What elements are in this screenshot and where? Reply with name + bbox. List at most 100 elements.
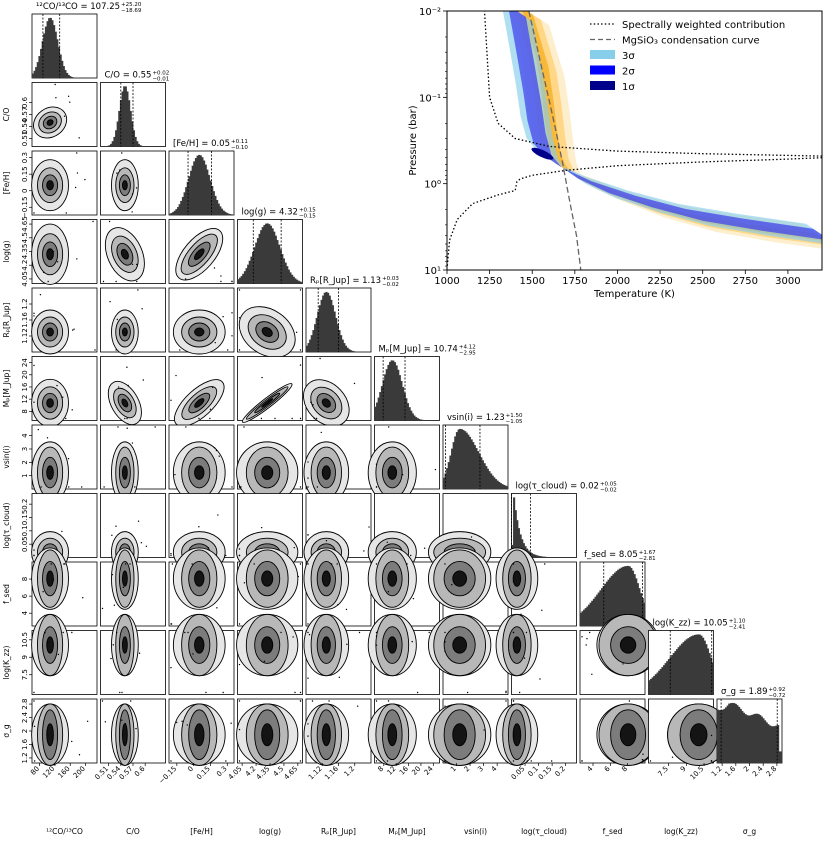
- y-tick-label: 10⁻²: [419, 7, 441, 18]
- param-title: log(τ_cloud) = 0.02: [516, 482, 599, 492]
- sample-point: [642, 759, 643, 760]
- sample-point: [110, 658, 111, 659]
- y-tick-label: 3: [21, 447, 29, 451]
- contour-level: [262, 637, 273, 653]
- sample-point: [33, 555, 34, 556]
- contour-level: [195, 571, 204, 586]
- sample-point: [170, 555, 171, 556]
- contour-panel-c_o-mp: [101, 357, 166, 431]
- hist-bar: [506, 486, 508, 489]
- y-tick-label: 0: [21, 188, 29, 192]
- x-tick-label: 8: [620, 765, 629, 774]
- sample-point: [589, 632, 590, 633]
- sample-point: [198, 526, 199, 527]
- y-axis-label: log(K_zz): [2, 646, 11, 680]
- sample-point: [64, 115, 65, 116]
- sample-point: [210, 409, 211, 410]
- sample-point: [444, 563, 445, 564]
- hist-title: f_sed = 8.05 +1.67−2.81: [584, 550, 656, 562]
- y-axis-label: log(τ_cloud): [2, 503, 11, 549]
- sample-point: [81, 486, 82, 487]
- hist-panel-feh: [Fe/H] = 0.05 +0.11−0.10: [169, 139, 248, 215]
- contour-level: [47, 328, 54, 336]
- y-tick-label: 6: [21, 593, 29, 598]
- sample-point: [239, 563, 240, 564]
- contour-panel-co_ratio13-logg: 4.054.24.354.54.65 log(g): [2, 216, 97, 286]
- sample-point: [376, 760, 377, 761]
- sample-point: [146, 546, 147, 547]
- x-tick-label: 2: [463, 765, 472, 774]
- sample-point: [105, 721, 106, 722]
- x-axis-label: σ_g: [743, 827, 757, 836]
- sample-point: [413, 598, 414, 599]
- sample-point: [357, 705, 358, 706]
- sample-point: [300, 364, 301, 365]
- contour-level: [47, 571, 54, 586]
- sample-point: [154, 426, 155, 427]
- sample-point: [216, 450, 217, 451]
- sample-point: [187, 724, 188, 725]
- sample-point: [527, 760, 528, 761]
- contour-panel-logg-mp: [238, 357, 303, 426]
- x-tick-label: 4.35: [255, 765, 272, 782]
- y-tick-label: 1.6: [21, 738, 29, 750]
- x-tick-label: 4: [490, 764, 499, 773]
- sample-point: [444, 641, 445, 642]
- y-axis-label: [Fe/H]: [2, 172, 11, 195]
- contour-panel-feh-sigg: −0.15 0 0.15 0.3[Fe/H]: [157, 699, 234, 836]
- x-axis-label: Rₚ[R_Jup]: [321, 827, 356, 836]
- sample-point: [531, 760, 532, 761]
- sample-point: [359, 632, 360, 633]
- contour-level: [122, 466, 127, 480]
- sample-point: [38, 429, 39, 430]
- sample-point: [294, 692, 295, 693]
- contour-level: [195, 466, 204, 480]
- sample-point: [513, 632, 514, 633]
- sample-point: [376, 486, 377, 487]
- y-tick-label: 1.16: [21, 312, 29, 328]
- sample-point: [337, 604, 338, 605]
- sample-point: [387, 542, 388, 543]
- sample-point: [179, 349, 180, 350]
- sample-point: [505, 692, 506, 693]
- sample-point: [170, 553, 171, 554]
- sample-point: [622, 663, 623, 664]
- sample-point: [216, 607, 217, 608]
- legend-label: MgSiO₃ condensation curve: [622, 36, 760, 47]
- contour-panel-fsed-sigg: 4 6 8f_sed: [580, 699, 659, 836]
- sample-point: [376, 563, 377, 564]
- sample-point: [307, 461, 308, 462]
- sample-point: [513, 581, 514, 582]
- sample-point: [280, 632, 281, 633]
- sample-point: [307, 477, 308, 478]
- x-tick-label: 6: [603, 764, 612, 773]
- sample-point: [136, 264, 137, 265]
- sample-point: [33, 315, 34, 316]
- sample-point: [376, 644, 377, 645]
- param-title: [Fe/H] = 0.05: [173, 139, 230, 149]
- contour-panel-c_o-feh: [101, 151, 166, 215]
- x-tick-label: 0.2: [554, 765, 568, 779]
- sample-point: [63, 563, 64, 564]
- contour-level: [47, 724, 54, 746]
- sample-point: [109, 301, 110, 302]
- sample-point: [47, 437, 48, 438]
- sample-point: [435, 469, 436, 470]
- sample-point: [239, 664, 240, 665]
- contour-level: [322, 724, 330, 746]
- contour-level: [453, 571, 467, 586]
- sample-point: [57, 261, 58, 262]
- contour-panel-logg-vsini: [237, 425, 303, 503]
- err-minus: −0.15: [299, 214, 316, 220]
- sample-point: [42, 591, 43, 592]
- sample-point: [307, 563, 308, 564]
- contour-panel-rp-fsed: [304, 548, 371, 626]
- contour-panel-co_ratio13-feh: −0.1500.150.3[Fe/H]: [2, 151, 97, 218]
- x-tick-label: 1000: [434, 276, 459, 287]
- sample-point: [68, 486, 69, 487]
- sample-point: [467, 692, 468, 693]
- sample-point: [336, 563, 337, 564]
- sample-point: [239, 729, 240, 730]
- contour-level: [262, 466, 273, 480]
- sample-point: [174, 474, 175, 475]
